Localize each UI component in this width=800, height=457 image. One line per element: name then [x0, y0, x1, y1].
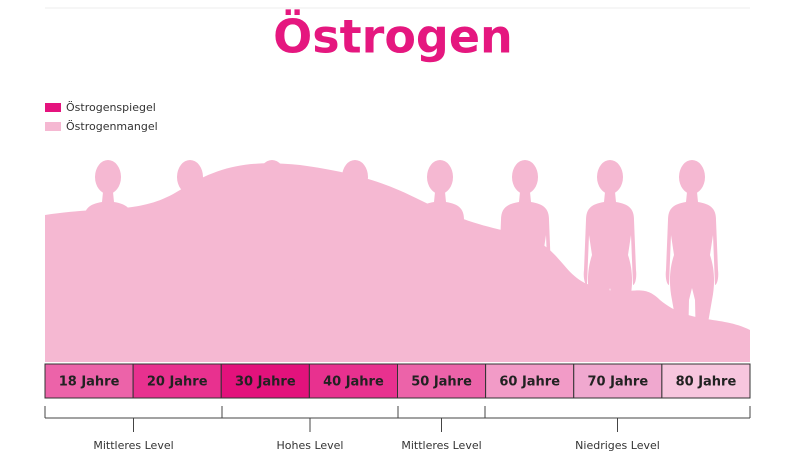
age-cell [661, 363, 751, 399]
age-label: 50 Jahre [411, 375, 472, 390]
age-label: 40 Jahre [323, 375, 384, 390]
legend-label: Östrogenspiegel [66, 101, 156, 114]
level-label: Niedriges Level [575, 439, 660, 452]
level-label: Hohes Level [276, 439, 343, 452]
age-cell [485, 363, 575, 399]
age-label: 30 Jahre [235, 375, 296, 390]
legend-label: Östrogenmangel [66, 120, 158, 133]
age-label: 60 Jahre [499, 375, 560, 390]
deficiency-area [45, 163, 750, 362]
title: Östrogen [273, 10, 513, 64]
age-label: 70 Jahre [587, 375, 648, 390]
age-label: 20 Jahre [147, 375, 208, 390]
age-cell [220, 363, 310, 399]
level-label: Mittleres Level [93, 439, 173, 452]
legend-swatch [45, 103, 61, 112]
age-cell [132, 363, 222, 399]
level-label: Mittleres Level [401, 439, 481, 452]
age-label: 18 Jahre [59, 375, 120, 390]
age-label: 80 Jahre [676, 375, 737, 390]
legend-swatch [45, 122, 61, 131]
